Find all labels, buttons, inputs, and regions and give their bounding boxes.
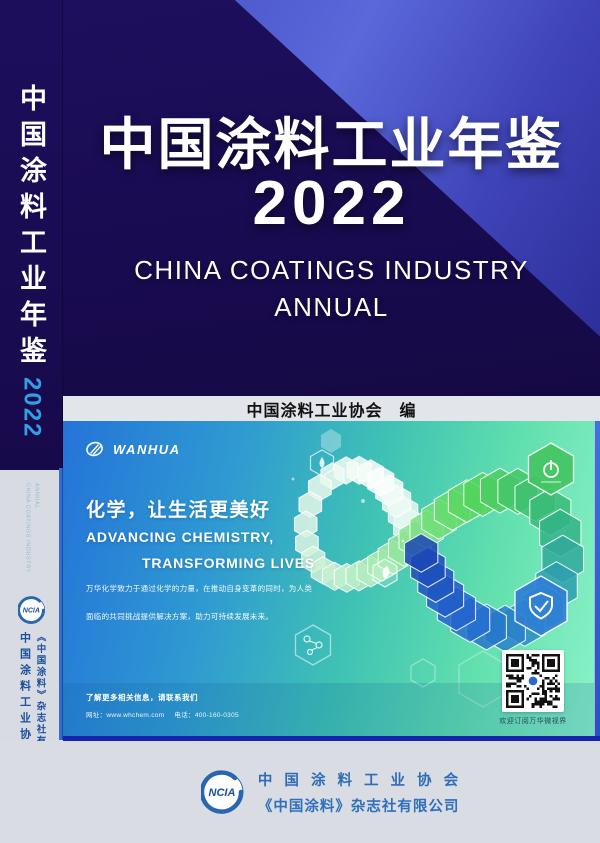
bottom-divider-line (63, 736, 600, 741)
publisher-text-block: 中 国 涂 料 工 业 协 会 《中国涂料》杂志社有限公司 (258, 769, 462, 816)
cover-title-section: 中国涂料工业年鉴 2022 CHINA COATINGS INDUSTRY AN… (63, 0, 600, 396)
spine-subtitle-line2: ANNUAL (33, 483, 40, 509)
qr-code-box (502, 650, 564, 712)
publisher-footer-content: NCIA 中 国 涂 料 工 业 协 会 《中国涂料》杂志社有限公司 (0, 741, 600, 843)
right-edge-strip (594, 421, 600, 736)
hexagon-icons-layer (291, 429, 575, 708)
cover-year: 2022 (252, 169, 411, 238)
spine-association-name: 中国涂料工业协会 (18, 632, 31, 760)
wanhua-ad-banner: WANHUA 化学，让生活更美好 ADVANCING CHEMISTRY, TR… (63, 421, 594, 736)
shield-check-hexagon-icon (514, 575, 568, 637)
contact-line: 了解更多相关信息，请联系我们 (86, 693, 198, 702)
ncia-logo-spine-text: NCIA (22, 608, 39, 615)
wanhua-logo: WANHUA (85, 439, 181, 459)
footer-association-name: 中 国 涂 料 工 业 协 会 (257, 772, 463, 789)
spine-subtitle-en: CHINA COATINGS INDUSTRY ANNUAL (23, 483, 41, 573)
ad-slogan-en-line2: TRANSFORMING LIVES (142, 555, 316, 571)
publisher-footer: NCIA 中 国 涂 料 工 业 协 会 《中国涂料》杂志社有限公司 (0, 741, 600, 843)
spine-year: 2022 (18, 377, 46, 439)
ncia-logo-footer-text: NCIA (208, 787, 235, 799)
spine-subtitle-line1: CHINA COATINGS INDUSTRY (24, 483, 31, 573)
decor-hexagons (291, 429, 508, 708)
spine-organizations: 中国涂料工业协会 《中国涂料》杂志社有限公司 (16, 632, 48, 782)
molecule-hexagon-icon (294, 624, 332, 666)
qr-code (506, 654, 560, 708)
ad-slogan-en-line1: ADVANCING CHEMISTRY, (86, 529, 274, 545)
wanhua-swirl-icon (86, 441, 103, 457)
wanhua-brand-text: WANHUA (113, 441, 181, 457)
ad-slogan-cn: 化学，让生活更美好 (86, 500, 271, 521)
ad-body-line2: 面临的共同挑战提供解决方案，助力可持续发展未来。 (86, 612, 274, 621)
spine-top-panel (0, 0, 63, 470)
leaf-hexagon-icon (372, 558, 398, 588)
editor-line: 中国涂料工业协会 编 (246, 402, 417, 420)
editor-band: 中国涂料工业协会 编 (63, 396, 600, 421)
ad-body-line1: 万华化学致力于通过化学的力量，在推动自身变革的同时，为人类 (86, 584, 313, 593)
contact-detail: 网址：www.whchem.com 电话：400-160-0305 (86, 709, 239, 719)
spine-publisher-name: 《中国涂料》杂志社有限公司 (34, 632, 46, 782)
cover-subtitle-line2: ANNUAL (274, 292, 389, 322)
cover-title: 中国涂料工业年鉴 (99, 113, 564, 176)
cover-subtitle-line1: CHINA COATINGS INDUSTRY (134, 255, 529, 285)
qr-caption: 欢迎订阅万华微视界 (499, 718, 567, 725)
droplet-hexagon-icon (309, 449, 335, 477)
contact-website: 网址：www.whchem.com (86, 712, 165, 719)
contact-phone: 电话：400-160-0305 (174, 712, 239, 719)
power-hexagon-icon (527, 442, 575, 496)
ncia-logo-footer-icon: NCIA (200, 770, 244, 814)
spine-edge-line (59, 468, 63, 740)
spine: 中国涂料工业年鉴 2022 CHINA COATINGS INDUSTRY AN… (0, 0, 63, 843)
hexagon-infinity-ribbon (293, 455, 585, 653)
ncia-logo-spine-icon: NCIA (17, 596, 45, 624)
footer-publisher-name: 《中国涂料》杂志社有限公司 (257, 798, 460, 815)
spine-title: 中国涂料工业年鉴 (16, 84, 46, 372)
spine-cover-seam (62, 0, 63, 740)
